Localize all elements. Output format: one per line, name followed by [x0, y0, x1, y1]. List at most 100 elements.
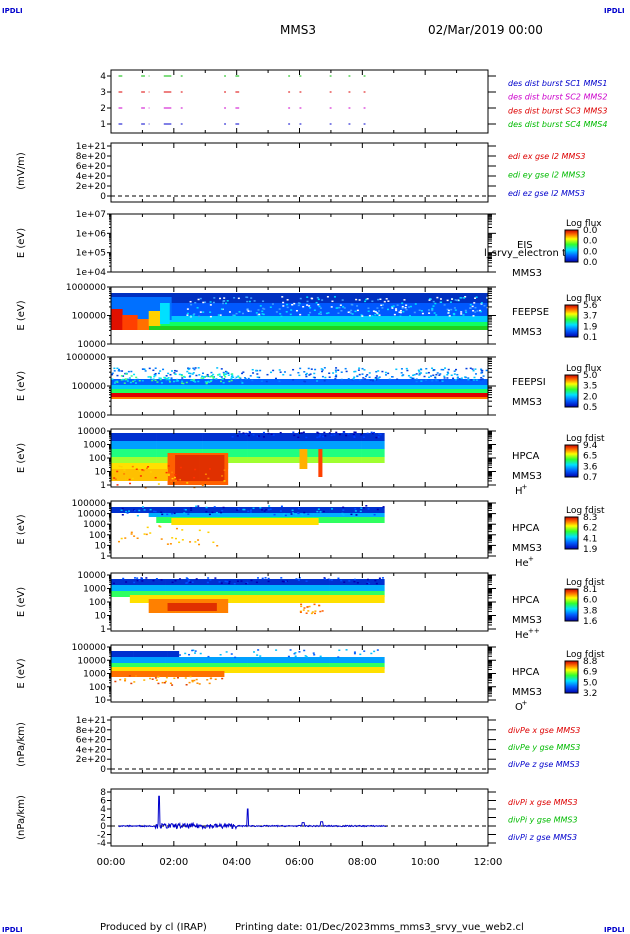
spectrogram-speck	[133, 379, 136, 382]
spectrogram-speck	[302, 431, 305, 434]
spectrogram-speck	[193, 476, 196, 479]
spectrogram-speck	[190, 303, 193, 306]
spectrogram-speck	[338, 306, 341, 309]
spectrogram-speck	[257, 309, 260, 311]
panel-frame-eis	[110, 213, 489, 273]
spectrogram-speck	[328, 432, 331, 434]
spectrogram-speck	[221, 378, 224, 380]
spectrogram-speck	[188, 653, 191, 656]
spectrogram-speck	[160, 511, 163, 513]
spectrogram-cell	[199, 455, 213, 481]
spectrogram-speck	[456, 299, 459, 302]
spectrogram-speck	[269, 371, 272, 374]
spectrogram-speck	[476, 310, 479, 312]
spectrogram-speck	[215, 511, 218, 514]
spectrogram-cell	[247, 441, 271, 449]
colorbar	[564, 588, 579, 622]
spectrogram-speck	[257, 649, 260, 651]
spectrogram-cell	[220, 585, 248, 591]
colorbar-tick-label: 0.0	[583, 258, 598, 268]
spectrogram-cell	[247, 591, 276, 597]
spectrogram-speck	[300, 603, 303, 606]
colorbar-tick-label: 0.0	[583, 247, 598, 257]
instrument-spacecraft: MMS3	[512, 687, 542, 698]
spectrogram-speck	[425, 379, 428, 381]
spectrogram-speck	[233, 314, 236, 317]
spectrogram-speck	[351, 304, 354, 306]
spectrogram-speck	[225, 371, 228, 373]
y-tick-label: 1e+21	[76, 142, 106, 152]
spectrogram-speck	[392, 305, 395, 307]
spectrogram-cell	[138, 667, 166, 673]
spectrogram-speck	[315, 301, 318, 304]
spectrogram-speck	[256, 369, 259, 372]
spectrogram-speck	[312, 652, 315, 654]
spectrogram-speck	[299, 432, 302, 434]
spectrogram-speck	[205, 375, 208, 378]
spectrogram-speck	[120, 537, 123, 540]
spectrogram-speck	[431, 308, 434, 311]
spectrogram-speck	[189, 581, 192, 584]
spectrogram-cell	[111, 326, 489, 330]
spectrogram-speck	[153, 375, 156, 378]
spectrogram-speck	[139, 475, 142, 477]
spectrogram-cell	[111, 657, 139, 663]
spectrogram-speck	[418, 373, 421, 375]
spectrogram-cell	[167, 651, 180, 657]
spectrogram-speck	[284, 514, 287, 517]
instrument-spacecraft: MMS3	[512, 268, 542, 279]
spectrogram-speck	[290, 309, 293, 311]
spectrogram-speck	[196, 307, 199, 309]
spectrogram-cell	[270, 449, 294, 457]
spectrogram-speck	[220, 511, 223, 514]
spectrogram-speck	[473, 376, 476, 379]
x-tick-label: 06:00	[285, 857, 314, 868]
spectrogram-speck	[267, 580, 270, 583]
spectrogram-speck	[210, 375, 213, 378]
spectrogram-cell	[338, 433, 362, 441]
spectrogram-speck	[133, 577, 136, 579]
spectrogram-speck	[284, 580, 287, 583]
spectrogram-cell	[179, 603, 193, 611]
spectrogram-speck	[340, 371, 343, 373]
spectrogram-speck	[237, 297, 240, 300]
spectrogram-speck	[345, 434, 348, 437]
spectrogram-cell	[165, 591, 194, 597]
spectrogram-speck	[215, 378, 218, 380]
spectrogram-speck	[175, 527, 178, 530]
spectrogram-speck	[263, 308, 266, 310]
spectrogram-speck	[295, 578, 298, 580]
spectrogram-cell	[329, 663, 358, 669]
spectrogram-speck	[217, 513, 220, 515]
spectrogram-speck	[444, 367, 447, 369]
spectrogram-speck	[391, 307, 394, 309]
spectrogram-speck	[371, 300, 374, 302]
spectrogram-speck	[249, 375, 252, 377]
spectrogram-speck	[362, 377, 365, 379]
spectrogram-speck	[435, 379, 438, 382]
spectrogram-speck	[167, 465, 170, 467]
spectrogram-speck	[124, 378, 127, 380]
spectrogram-speck	[413, 311, 416, 314]
spectrogram-speck	[366, 298, 369, 300]
spectrogram-cell	[148, 513, 173, 517]
spectrogram-speck	[291, 509, 294, 512]
spectrogram-speck	[375, 379, 378, 381]
spectrogram-speck	[186, 312, 189, 315]
spectrogram-speck	[280, 505, 283, 508]
spectrogram-speck	[370, 652, 373, 655]
spectrogram-speck	[332, 372, 335, 374]
spectrogram-speck	[435, 314, 438, 316]
spectrogram-speck	[481, 369, 484, 372]
spectrogram-cell	[111, 585, 139, 591]
spectrogram-speck	[222, 371, 225, 374]
spectrogram-cell	[153, 469, 168, 481]
spectrogram-cell	[129, 671, 149, 677]
spectrogram-speck	[189, 541, 192, 543]
spectrogram-speck	[207, 577, 210, 579]
spectrogram-speck	[186, 370, 189, 373]
spectrogram-speck	[289, 374, 292, 376]
spectrogram-speck	[128, 675, 131, 677]
spectrogram-speck	[187, 580, 190, 582]
colorbar-tick-label: 9.4	[583, 441, 598, 451]
